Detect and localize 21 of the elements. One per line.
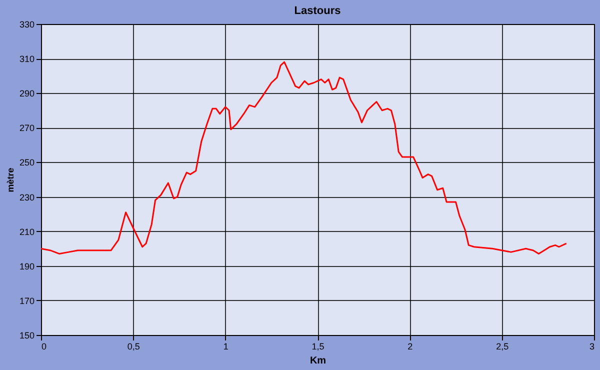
x-tick-label: 0: [42, 342, 47, 352]
y-tick-label: 290: [19, 88, 34, 99]
y-tick-label: 310: [19, 54, 34, 64]
y-tick-label: 330: [19, 20, 34, 30]
line-series: [40, 61, 568, 255]
x-tick-label: 0,5: [127, 342, 140, 352]
y-axis-title: mètre: [5, 168, 16, 192]
y-tick-label: 210: [19, 226, 34, 237]
x-tick-label: 2,5: [496, 342, 509, 352]
y-tick-label: 250: [19, 158, 34, 168]
x-tick-label: 3: [589, 342, 594, 352]
y-tick-label: 270: [19, 123, 34, 134]
x-tick-label: 1,5: [312, 342, 324, 352]
y-tick-label: 150: [19, 330, 34, 340]
x-tick-label: 1: [223, 342, 228, 352]
y-tick-label: 230: [19, 192, 34, 202]
x-tick-label: 2: [408, 342, 413, 352]
y-tick-label: 170: [19, 296, 34, 306]
chart-title: Lastours: [294, 5, 341, 17]
y-tick-label: 190: [19, 261, 34, 272]
x-axis-title: Km: [310, 356, 326, 366]
